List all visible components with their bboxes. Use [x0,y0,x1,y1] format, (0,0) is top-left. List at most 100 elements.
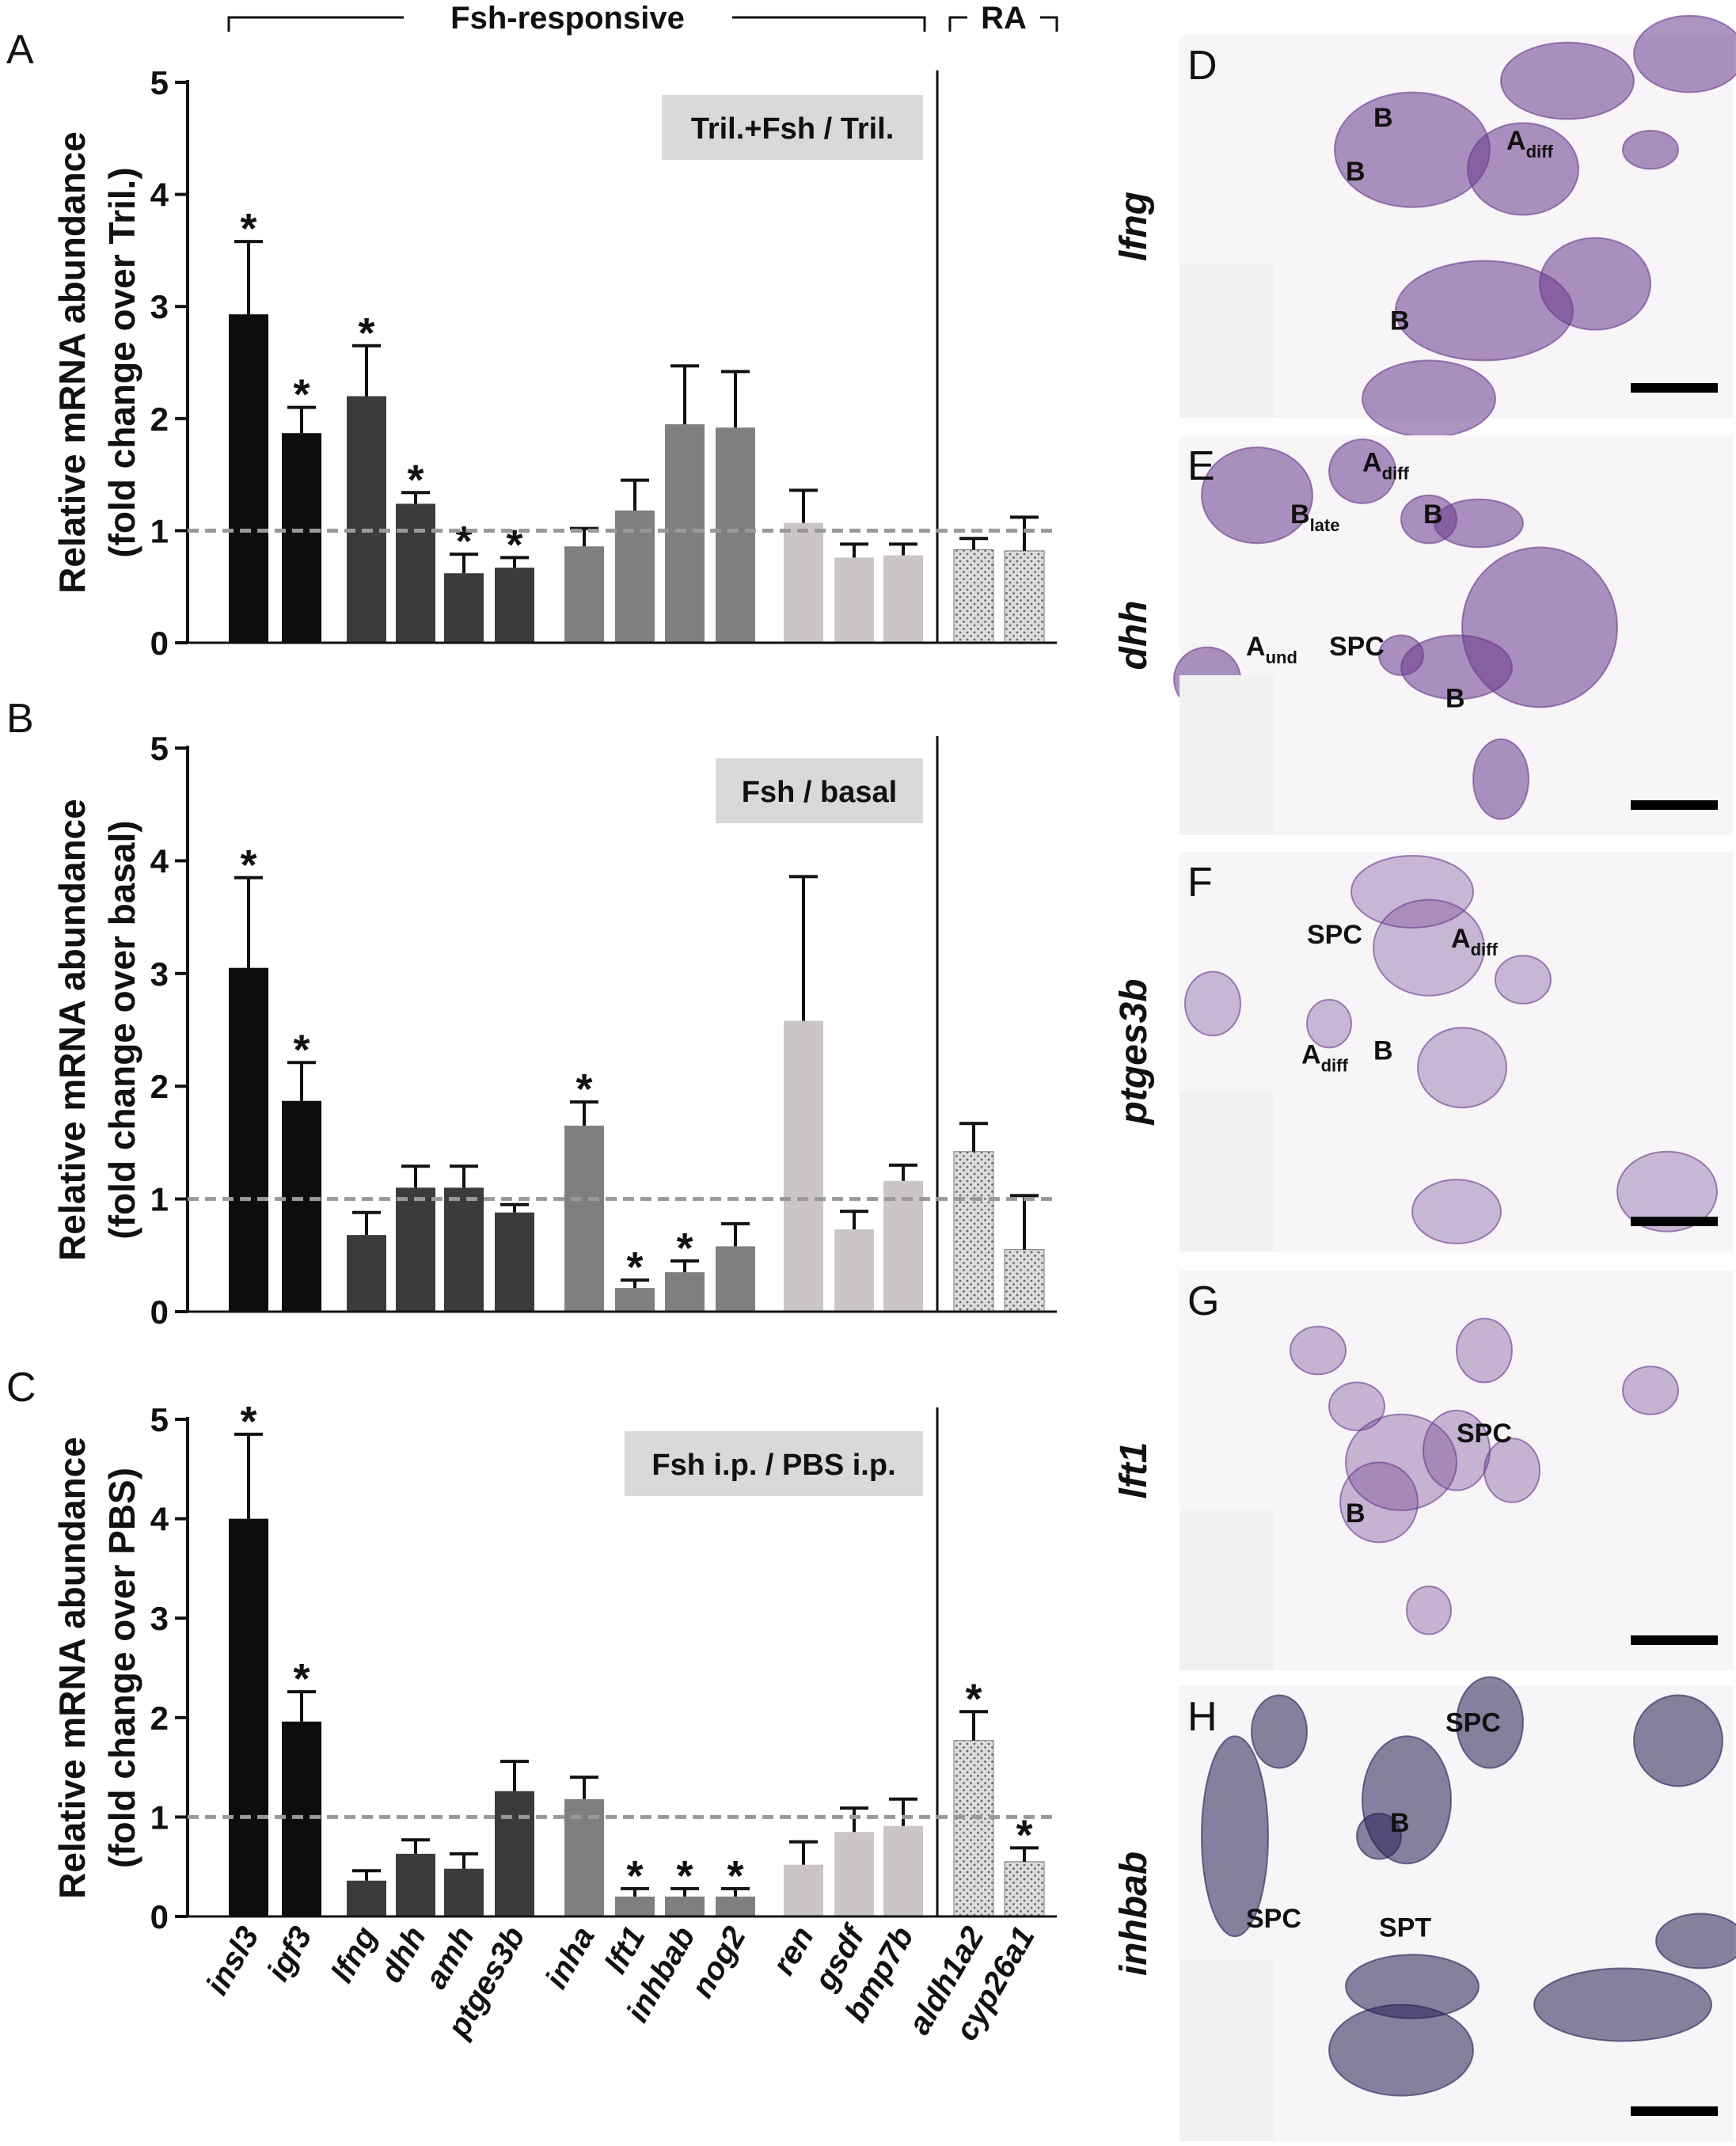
significance-marker: * [965,1675,982,1722]
y-tick-label: 3 [150,955,169,993]
bar-ren [784,1864,823,1916]
stained-cell-cluster [1434,498,1524,549]
significance-marker: * [626,1244,643,1291]
micrograph-gene-label: lfng [1113,192,1155,261]
scale-bar [1631,800,1718,810]
condition-label-box [716,758,923,823]
stained-cell-cluster [1467,122,1579,216]
cell-annotation: SPC [1246,1904,1301,1934]
cell-annotation-main: B [1390,306,1410,336]
cell-annotation: B [1390,306,1410,336]
cell-annotation-main: A [1506,126,1526,156]
cell-annotation-main: B [1346,157,1366,187]
fsh-bracket-right [732,16,926,32]
cell-annotation-sub: diff [1382,463,1410,483]
cell-annotation-main: SPC [1445,1708,1501,1738]
significance-marker: * [240,1398,256,1445]
significance-marker: * [293,371,310,419]
stained-cell-cluster [1456,1676,1524,1769]
stained-cell-cluster [1417,1027,1507,1109]
cell-annotation: B [1346,157,1366,187]
cell-annotation-sub: diff [1526,142,1554,161]
cell-annotation: B [1373,103,1393,133]
panel-letter: G [1187,1278,1219,1324]
stained-cell-cluster [1306,998,1352,1049]
stained-cell-cluster [1533,1967,1712,2042]
control-inset [1179,1092,1274,1252]
condition-label-box [625,1431,923,1496]
bar-insl3 [229,1518,268,1916]
cell-annotation-main: B [1390,1808,1410,1838]
cell-annotation-main: B [1423,499,1443,530]
micrograph-gene-label: inhbab [1113,1852,1155,1976]
stained-cell-cluster [1500,41,1635,120]
gene-label-inha: inha [539,1921,602,1995]
bar-gsdf [834,1229,874,1312]
bar-dhh [396,1853,435,1916]
bar-bmp7b [883,1180,923,1312]
cell-annotation-main: B [1445,683,1465,713]
bar-cyp26a1 [1004,1249,1045,1312]
bar-ptges3b [495,1791,534,1916]
fsh-bracket-left [227,16,404,32]
stained-cell-cluster [1622,1365,1679,1415]
cell-annotation: Adiff [1506,126,1553,161]
bar-lfng [347,1880,386,1916]
scale-bar [1631,383,1718,393]
cell-annotation-main: A [1301,1040,1321,1070]
gene-label-lfng: lfng [325,1921,384,1988]
stained-cell-cluster [1251,1694,1308,1769]
cell-annotation: Adiff [1301,1040,1348,1076]
y-tick-label: 4 [150,177,169,214]
stained-cell-cluster [1350,855,1474,929]
stained-cell-cluster [1633,14,1736,93]
cell-annotation: B [1346,1498,1366,1529]
panel-letter: E [1187,443,1215,489]
stained-cell-cluster [1378,634,1424,676]
bar-aldh1a2 [953,1740,994,1917]
control-inset [1179,1959,1274,2141]
cell-annotation-main: SPC [1457,1419,1512,1449]
panel-letter: A [6,27,34,73]
significance-marker: * [576,1065,592,1113]
cell-annotation-main: A [1246,632,1266,662]
panel-letter: D [1187,43,1217,89]
cell-annotation-main: SPC [1329,632,1385,662]
significance-marker: * [240,841,256,889]
significance-marker: * [358,310,374,357]
bar-aldh1a2 [953,549,994,644]
condition-label: Fsh i.p. / PBS i.p. [651,1449,895,1482]
stained-cell-cluster [1356,1813,1402,1860]
ra-bracket-left [948,16,967,32]
significance-marker: * [293,1026,310,1073]
bar-igf3 [282,1100,321,1312]
bar-dhh [396,503,435,643]
y-axis-label: Relative mRNA abundance [51,131,93,594]
stained-cell-cluster [1495,955,1552,1005]
condition-label-box [662,95,923,160]
stained-cell-cluster [1345,1413,1457,1512]
control-inset [1179,675,1274,835]
condition-label: Tril.+Fsh / Tril. [691,112,895,146]
y-tick-label: 5 [150,64,169,101]
y-axis-label: Relative mRNA abundance [51,799,93,1261]
bar-inha [564,1126,604,1312]
ra-label: RA [981,1,1027,36]
gene-label-igf3: igf3 [260,1921,319,1988]
scale-bar [1631,1217,1718,1226]
significance-marker: * [676,1225,693,1272]
y-tick-label: 5 [150,1401,169,1438]
cell-annotation-sub: und [1266,648,1297,667]
bar-nog2 [716,427,755,643]
cell-annotation-main: A [1451,924,1471,954]
cell-annotation: SPC [1307,920,1362,950]
gene-label-insl3: insl3 [199,1921,266,2001]
y-tick-label: 4 [150,1501,169,1538]
